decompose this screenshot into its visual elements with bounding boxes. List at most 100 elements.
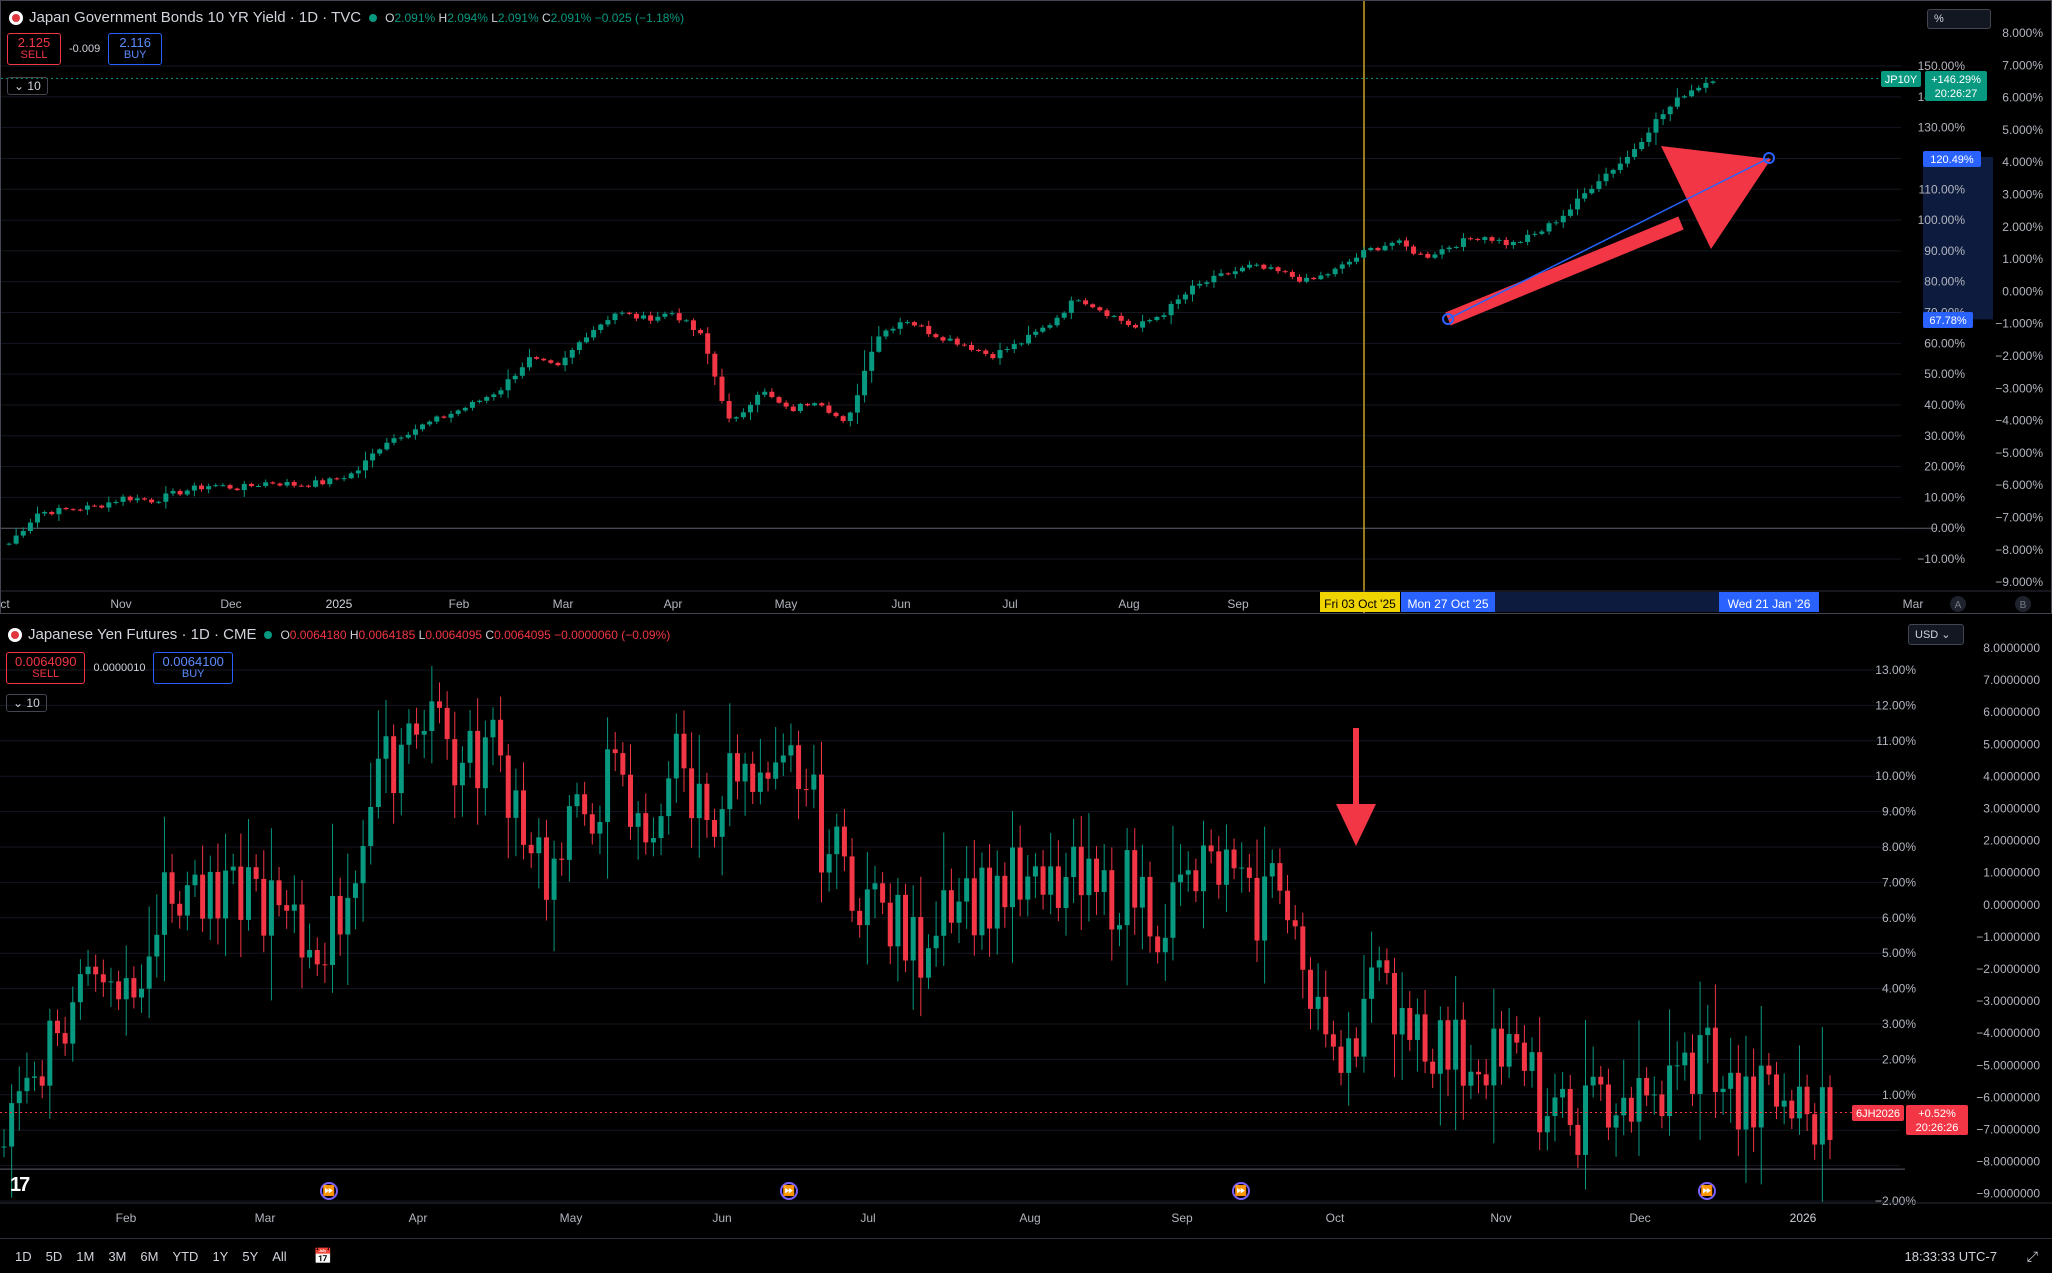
- yen-chart-canvas[interactable]: 13.00% 12.00% 11.00% 10.00% 9.00% 8.00% 7.00% 6…: [0, 618, 2052, 1238]
- yen-candle: [47, 1020, 53, 1086]
- yen-title[interactable]: Japanese Yen Futures · 1D · CME: [28, 626, 257, 643]
- price-axis-tick: 8.0000000: [1983, 641, 2040, 655]
- yen-candle: [597, 821, 603, 834]
- jgb-unit-selector[interactable]: %: [1927, 9, 1991, 29]
- jgb-candle: [584, 337, 590, 343]
- jgb-candle: [1653, 119, 1659, 133]
- pct-axis-tick: 100.00%: [1918, 213, 1966, 227]
- sell-button[interactable]: 0.0064090 SELL: [6, 652, 86, 684]
- yen-candle: [1781, 1100, 1787, 1107]
- jgb-chart-canvas[interactable]: 150.00%140.00%130.00%110.00%100.00%90.00…: [1, 1, 2051, 613]
- yen-currency-selector[interactable]: USD ⌄: [1908, 624, 1964, 645]
- event-marker-icon[interactable]: ⏩: [1698, 1182, 1716, 1200]
- yen-candle: [421, 730, 427, 735]
- pct-axis-tick: 90.00%: [1924, 244, 1965, 258]
- yen-candle: [375, 758, 381, 807]
- yen-candle: [1682, 1052, 1688, 1066]
- yen-candle: [230, 866, 236, 871]
- jgb-candle: [876, 336, 882, 352]
- indicators-collapse-button[interactable]: ⌄ 10: [6, 694, 47, 712]
- jgb-candle: [1517, 241, 1523, 243]
- jgb-candle: [305, 485, 311, 487]
- event-marker-icon[interactable]: ⏩: [1232, 1182, 1250, 1200]
- jgb-candle: [569, 349, 575, 358]
- jgb-candle: [49, 512, 55, 515]
- yen-candle: [1109, 870, 1115, 930]
- yen-candle: [207, 871, 213, 919]
- jgb-candle: [1118, 315, 1124, 321]
- jgb-candle: [783, 402, 789, 407]
- range-button-5y[interactable]: 5Y: [242, 1248, 259, 1264]
- yen-candle: [1193, 870, 1199, 892]
- log-scale-button[interactable]: [2015, 596, 2031, 612]
- price-axis-tick: 5.0000000: [1983, 737, 2040, 751]
- indicators-collapse-button[interactable]: ⌄ 10: [7, 77, 48, 95]
- jgb-candle: [890, 328, 896, 331]
- yen-candle: [895, 894, 901, 947]
- range-button-5d[interactable]: 5D: [45, 1248, 63, 1264]
- time-axis-label: Jun: [712, 1211, 731, 1225]
- event-marker-icon[interactable]: ⏩: [320, 1182, 338, 1200]
- calendar-icon[interactable]: 📅: [313, 1248, 333, 1265]
- jgb-candle: [897, 322, 903, 329]
- jgb-candle: [1396, 240, 1402, 243]
- range-button-ytd[interactable]: YTD: [172, 1248, 199, 1264]
- pct-axis-tick: 150.00%: [1918, 59, 1966, 73]
- pct-axis-tick: 3.00%: [1882, 1017, 1916, 1031]
- jgb-candle: [1582, 193, 1588, 199]
- fullscreen-icon[interactable]: ⤢: [2026, 1247, 2038, 1264]
- yen-candle: [704, 783, 710, 821]
- yen-candle: [24, 1077, 30, 1092]
- jgb-candle: [134, 498, 140, 501]
- range-hi-tag-bg: [1923, 151, 1981, 167]
- annotation-arrow-head[interactable]: [1336, 804, 1376, 846]
- jgb-title[interactable]: Japan Government Bonds 10 YR Yield · 1D …: [29, 9, 362, 26]
- tradingview-logo-icon[interactable]: 17: [10, 1174, 30, 1196]
- auto-scale-button[interactable]: [1950, 596, 1966, 612]
- yen-candle: [528, 844, 534, 854]
- yen-candle: [727, 753, 733, 810]
- measure-handle-start[interactable]: [1442, 313, 1454, 325]
- yen-candle: [452, 739, 458, 786]
- jgb-candle: [641, 315, 647, 319]
- annotation-arrow-shaft[interactable]: [1445, 216, 1684, 326]
- jgb-chart-pane[interactable]: 150.00%140.00%130.00%110.00%100.00%90.00…: [0, 0, 2052, 614]
- clock[interactable]: 18:33:33 UTC-7: [1904, 1248, 1998, 1264]
- yen-candle: [391, 736, 397, 794]
- buy-button[interactable]: 2.116 BUY: [108, 33, 163, 65]
- buy-button[interactable]: 0.0064100 BUY: [153, 652, 233, 684]
- measure-line[interactable]: [1447, 157, 1770, 320]
- jgb-candle: [177, 491, 183, 495]
- range-button-1y[interactable]: 1Y: [212, 1248, 229, 1264]
- price-axis-tick: 1.0000000: [1983, 866, 2040, 880]
- yen-futures-chart-pane[interactable]: 13.00% 12.00% 11.00% 10.00% 9.00% 8.00% 7.00% 6…: [0, 618, 2052, 1238]
- event-marker-icon[interactable]: ⏩: [780, 1182, 798, 1200]
- yen-candle: [1521, 1042, 1527, 1071]
- measure-handle-end[interactable]: [1763, 152, 1775, 164]
- yen-candle: [788, 745, 794, 756]
- yen-candle: [398, 744, 404, 794]
- jgb-candle: [1418, 253, 1424, 255]
- range-button-all[interactable]: All: [272, 1248, 287, 1264]
- jgb-candle: [1033, 331, 1039, 335]
- price-axis-tick: −1.000%: [1995, 317, 2043, 331]
- price-axis-tick: −7.0000000: [1976, 1123, 2040, 1137]
- range-button-1d[interactable]: 1D: [15, 1248, 32, 1264]
- jgb-candle: [733, 417, 739, 419]
- yen-candle: [1414, 1014, 1420, 1040]
- jgb-candle: [1282, 271, 1288, 273]
- jgb-candle: [983, 350, 989, 354]
- range-button-6m[interactable]: 6M: [140, 1248, 159, 1264]
- sell-button[interactable]: 2.125 SELL: [7, 33, 61, 65]
- yen-candle: [849, 856, 855, 911]
- jgb-candle: [1575, 198, 1581, 210]
- annotation-arrow-head[interactable]: [1661, 146, 1771, 249]
- yen-candle: [1506, 1034, 1512, 1067]
- time-axis-label: Nov: [1490, 1211, 1511, 1225]
- range-button-1m[interactable]: 1M: [76, 1248, 95, 1264]
- pct-axis-tick: 1.00%: [1882, 1088, 1916, 1102]
- range-button-3m[interactable]: 3M: [108, 1248, 127, 1264]
- price-axis-tick: 6.000%: [2002, 91, 2043, 105]
- jgb-candle: [1375, 247, 1381, 251]
- yen-candle: [93, 966, 99, 975]
